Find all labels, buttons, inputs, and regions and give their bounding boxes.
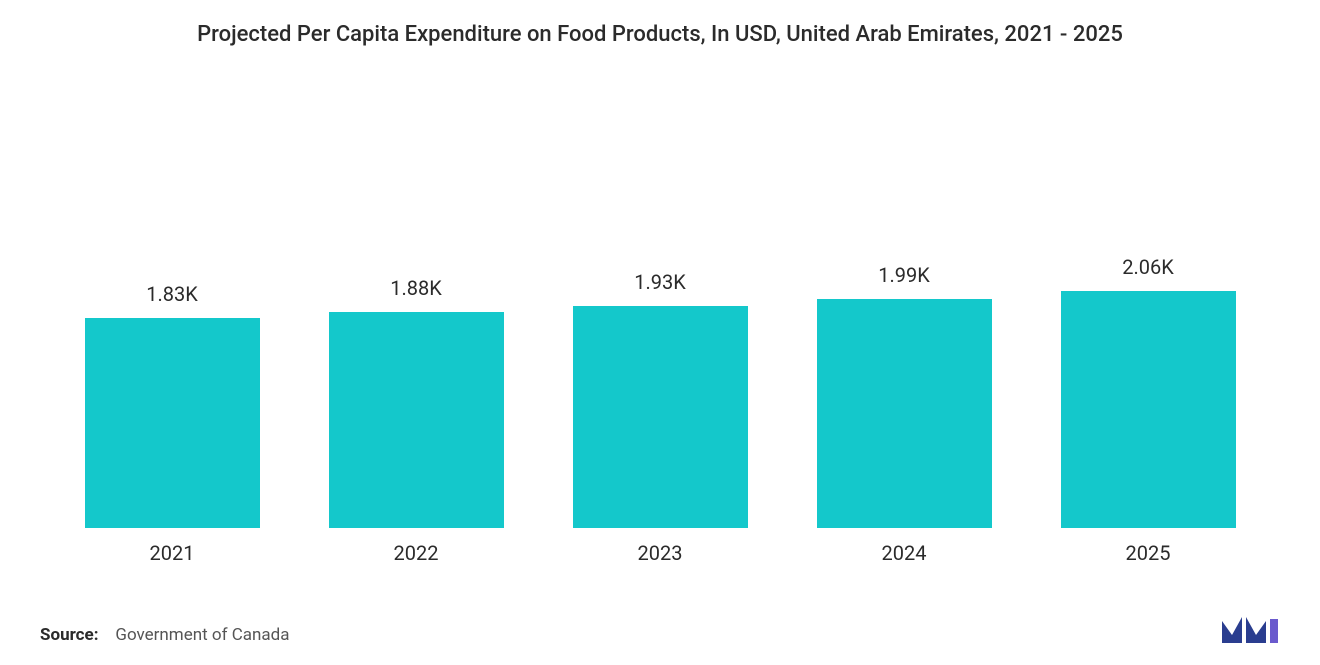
source-text: Government of Canada xyxy=(115,625,289,645)
mordor-logo-icon xyxy=(1220,613,1280,645)
bar-group: 1.93K xyxy=(550,270,770,528)
bar-value-label: 1.99K xyxy=(878,263,930,287)
chart-footer: Source: Government of Canada xyxy=(40,565,1280,645)
bar-value-label: 1.88K xyxy=(390,276,442,300)
chart-plot-area: 1.83K 1.88K 1.93K 1.99K 2.06K xyxy=(40,80,1280,529)
bar-group: 1.99K xyxy=(794,263,1014,528)
bar-value-label: 1.93K xyxy=(634,270,686,294)
bar-group: 1.83K xyxy=(62,282,282,528)
chart-title: Projected Per Capita Expenditure on Food… xyxy=(40,20,1280,80)
bar xyxy=(817,299,992,528)
bar-group: 1.88K xyxy=(306,276,526,528)
bar xyxy=(85,318,260,528)
bar-value-label: 2.06K xyxy=(1122,255,1174,279)
bar xyxy=(573,306,748,528)
bar xyxy=(1061,291,1236,528)
x-axis-label: 2024 xyxy=(794,541,1014,565)
bar xyxy=(329,312,504,528)
source-citation: Source: Government of Canada xyxy=(40,625,290,645)
x-axis-label: 2021 xyxy=(62,541,282,565)
bar-group: 2.06K xyxy=(1038,255,1258,528)
x-axis-label: 2022 xyxy=(306,541,526,565)
x-axis: 2021 2022 2023 2024 2025 xyxy=(40,529,1280,565)
bar-value-label: 1.83K xyxy=(146,282,198,306)
x-axis-label: 2025 xyxy=(1038,541,1258,565)
x-axis-label: 2023 xyxy=(550,541,770,565)
chart-container: Projected Per Capita Expenditure on Food… xyxy=(0,0,1320,665)
source-label: Source: xyxy=(40,625,98,645)
